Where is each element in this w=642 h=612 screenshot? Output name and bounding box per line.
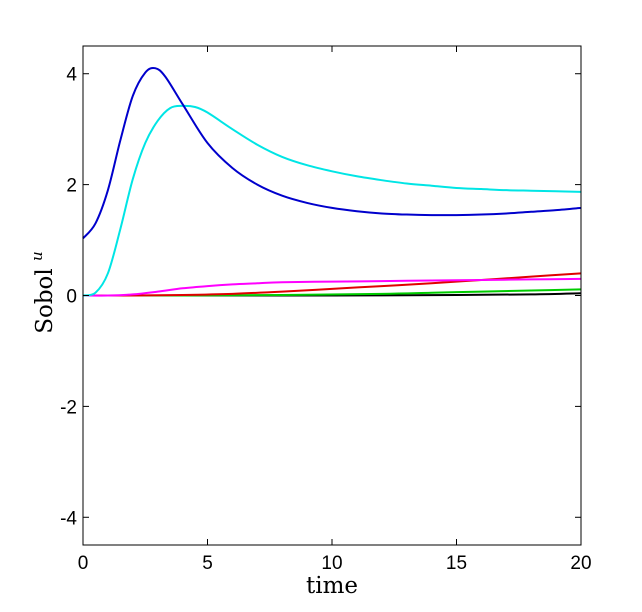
x-tick-label: 10 xyxy=(321,553,342,574)
series-line xyxy=(82,66,582,240)
ticks-layer: 0 5 10 15 20 -4 -2 0 2 4 xyxy=(60,46,592,574)
x-tick-label: 0 xyxy=(78,553,89,574)
x-tick-label: 20 xyxy=(570,553,591,574)
x-axis-label: time xyxy=(306,573,358,599)
x-tick-label: 15 xyxy=(446,553,467,574)
y-tick-label: -2 xyxy=(60,397,77,418)
y-axis-label: Sobol u xyxy=(28,251,58,333)
x-tick-label: 5 xyxy=(202,553,213,574)
series-layer xyxy=(82,66,582,297)
y-axis-label-text: Sobol xyxy=(32,268,58,334)
y-tick-label: 4 xyxy=(66,65,77,86)
series-line xyxy=(82,277,582,297)
y-tick-label: 0 xyxy=(66,287,77,308)
y-axis-label-superscript: u xyxy=(28,251,46,261)
series-line xyxy=(82,104,582,297)
y-tick-label: 2 xyxy=(66,176,77,197)
y-tick-label: -4 xyxy=(60,508,77,529)
